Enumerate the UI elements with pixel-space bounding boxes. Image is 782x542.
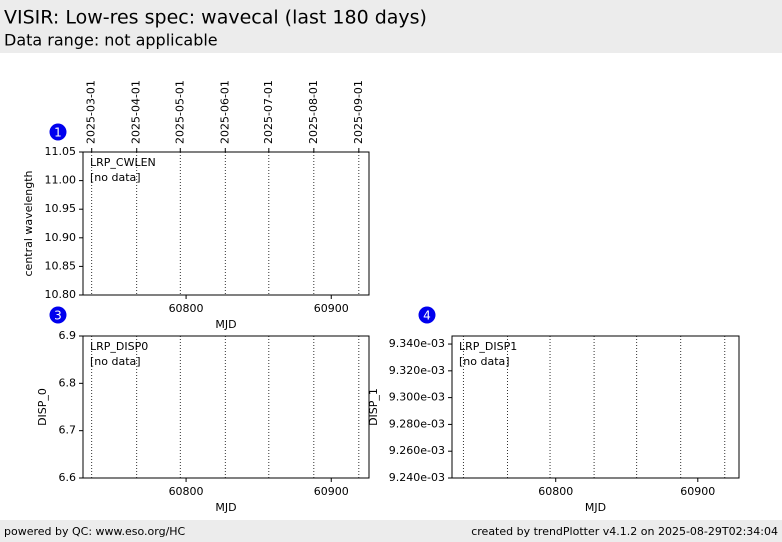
y-tick-label: 9.280e-03 xyxy=(389,417,445,430)
no-data-note: [no data] xyxy=(90,171,141,184)
x-tick-label: 60900 xyxy=(680,485,715,498)
badge xyxy=(49,123,67,141)
series-label: LRP_DISP1 xyxy=(459,340,517,353)
badge xyxy=(49,306,67,324)
x-tick-label: 60800 xyxy=(538,485,573,498)
y-tick-label: 9.300e-03 xyxy=(389,391,445,404)
top-tick-label: 2025-05-01 xyxy=(173,80,186,144)
x-axis-label: MJD xyxy=(215,318,236,331)
no-data-note: [no data] xyxy=(459,355,510,368)
badge xyxy=(418,306,436,324)
badge-number: 3 xyxy=(54,309,62,323)
y-tick-label: 6.9 xyxy=(59,329,77,342)
plot-frame xyxy=(82,335,370,479)
header-band xyxy=(0,0,782,53)
top-tick-label: 2025-08-01 xyxy=(307,80,320,144)
plot-frame xyxy=(451,335,740,479)
footer-band xyxy=(0,520,782,542)
badge-number: 4 xyxy=(423,309,431,323)
page-title: VISIR: Low-res spec: wavecal (last 180 d… xyxy=(4,7,427,29)
top-tick-label: 2025-06-01 xyxy=(218,80,231,144)
no-data-note: [no data] xyxy=(90,355,141,368)
x-tick-label: 60900 xyxy=(314,485,349,498)
y-tick-label: 11.00 xyxy=(45,174,77,187)
badge-number: 1 xyxy=(54,126,62,140)
x-tick-label: 60800 xyxy=(169,485,204,498)
y-axis-label: central wavelength xyxy=(22,170,35,276)
y-tick-label: 9.260e-03 xyxy=(389,444,445,457)
y-tick-label: 10.95 xyxy=(45,202,77,215)
series-label: LRP_CWLEN xyxy=(90,156,156,169)
y-axis-label: DISP_0 xyxy=(36,388,49,426)
y-tick-label: 11.05 xyxy=(45,145,77,158)
series-label: LRP_DISP0 xyxy=(90,340,148,353)
x-tick-label: 60900 xyxy=(314,302,349,315)
y-tick-label: 9.340e-03 xyxy=(389,337,445,350)
y-tick-label: 10.80 xyxy=(45,288,77,301)
y-tick-label: 6.8 xyxy=(59,376,77,389)
plot-frame xyxy=(82,151,370,296)
y-tick-label: 6.7 xyxy=(59,424,77,437)
top-tick-label: 2025-04-01 xyxy=(130,80,143,144)
footer-left: powered by QC: www.eso.org/HC xyxy=(4,525,186,538)
y-tick-label: 9.320e-03 xyxy=(389,364,445,377)
x-axis-label: MJD xyxy=(585,501,606,514)
top-tick-label: 2025-07-01 xyxy=(262,80,275,144)
y-axis-label: DISP_1 xyxy=(367,388,380,426)
y-tick-label: 6.6 xyxy=(59,471,77,484)
page-subtitle: Data range: not applicable xyxy=(4,31,218,50)
footer-right: created by trendPlotter v4.1.2 on 2025-0… xyxy=(471,525,778,538)
y-tick-label: 10.90 xyxy=(45,231,77,244)
top-tick-label: 2025-03-01 xyxy=(85,80,98,144)
y-tick-label: 10.85 xyxy=(45,259,77,272)
x-tick-label: 60800 xyxy=(169,302,204,315)
x-axis-label: MJD xyxy=(215,501,236,514)
y-tick-label: 9.240e-03 xyxy=(389,471,445,484)
top-tick-label: 2025-09-01 xyxy=(352,80,365,144)
